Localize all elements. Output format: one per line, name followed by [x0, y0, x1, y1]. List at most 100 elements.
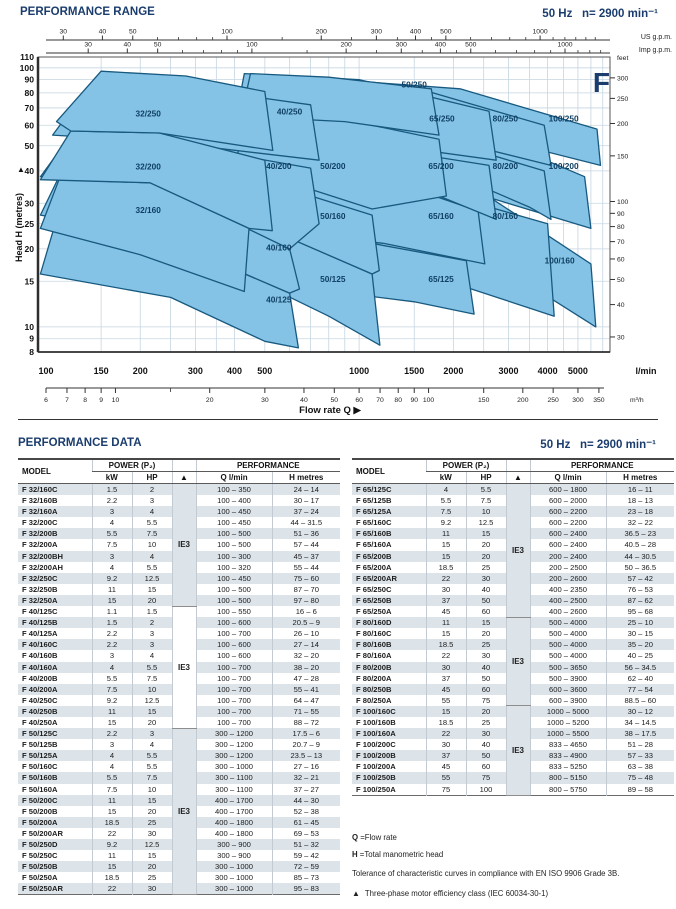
lmin-tick-label: 500 — [257, 366, 272, 376]
h-range-cell: 51 – 28 — [605, 739, 675, 751]
hp-cell: 15 — [465, 617, 507, 629]
h-range-cell: 30 – 12 — [605, 705, 675, 717]
h-range-cell: 20.5 – 9 — [271, 617, 341, 629]
q-range-cell: 600 – 3600 — [529, 683, 607, 695]
table-row: F 40/125A 2.2 3 100 – 700 26 – 10 — [18, 628, 341, 640]
h-range-cell: 87 – 70 — [271, 583, 341, 595]
h-range-cell: 26 – 10 — [271, 628, 341, 640]
table-row: F 65/250B 37 50 400 – 2500 87 – 62 — [352, 594, 675, 607]
h-range-cell: 75 – 48 — [605, 772, 675, 784]
efficiency-class-cell: IE3 — [171, 727, 197, 896]
kw-cell: 5.5 — [91, 672, 132, 684]
region-label: 100/200 — [549, 161, 579, 171]
kw-cell: 18.5 — [91, 872, 132, 884]
hp-cell: 75 — [465, 772, 507, 784]
kw-cell: 2.2 — [91, 495, 132, 507]
table-row: F 80/160B 18.5 25 500 – 4000 35 – 20 — [352, 639, 675, 651]
table-row: F 50/250AR 22 30 300 – 1000 95 – 83 — [18, 883, 341, 895]
hp-cell: 60 — [465, 761, 507, 773]
region-label: 65/200 — [428, 161, 454, 171]
model-cell: F 32/160C — [18, 483, 92, 496]
model-cell: F 80/160C — [356, 629, 392, 639]
q-range-cell: 100 – 500 — [195, 594, 273, 607]
us-gpm-tick-label: 400 — [410, 29, 422, 36]
kw-cell: 3 — [91, 739, 132, 751]
kw-cell: 2.2 — [91, 628, 132, 640]
pump-region-32-250 — [55, 70, 274, 152]
head-m-tick-label: 70 — [24, 103, 34, 113]
q-range-cell: 400 – 1700 — [195, 794, 273, 806]
hp-cell: 3 — [131, 728, 173, 740]
model-cell: F 80/250A — [356, 695, 392, 705]
imp-gpm-tick-label: 40 — [124, 42, 132, 49]
kw-cell: 18.5 — [425, 561, 466, 573]
kw-cell: 4 — [91, 561, 132, 573]
hp-cell: 2 — [131, 483, 173, 496]
kw-cell: 4 — [425, 483, 466, 496]
m3h-tick-label: 20 — [206, 397, 214, 404]
model-cell: F 50/250D — [18, 839, 92, 851]
model-cell: F 32/250A — [18, 594, 92, 607]
q-range-cell: 100 – 700 — [195, 716, 273, 729]
col-header-performance: PERFORMANCE — [195, 459, 341, 472]
feet-tick-label: 70 — [617, 239, 625, 246]
table-row: F 100/160C 15 20 IE3 1000 – 5000 30 – 12 — [352, 705, 675, 796]
col-header-h: H metres — [605, 471, 675, 484]
q-range-cell: 100 – 700 — [195, 672, 273, 684]
table-row: F 65/250C 30 40 400 – 2350 76 – 53 — [352, 583, 675, 595]
region-label: 100/160 — [545, 255, 575, 265]
h-range-cell: 36.5 – 23 — [605, 528, 675, 540]
q-range-cell: 800 – 5750 — [529, 783, 607, 796]
model-cell: F 50/200B — [22, 806, 58, 816]
table-row: F 40/250C 9.2 12.5 100 – 700 64 – 47 — [18, 694, 341, 706]
table-row: F 80/200A 37 50 500 – 3900 62 – 40 — [352, 672, 675, 684]
model-cell: F 40/250B — [18, 705, 92, 717]
m3h-tick-label: 250 — [547, 397, 559, 404]
table-row: F 100/200C 30 40 833 – 4650 51 – 28 — [352, 739, 675, 751]
h-range-cell: 75 – 60 — [271, 572, 341, 584]
kw-cell: 45 — [425, 683, 466, 695]
m3h-tick-label: 10 — [112, 397, 120, 404]
m3h-tick-label: 200 — [517, 397, 529, 404]
hp-cell: 10 — [131, 683, 173, 695]
model-cell: F 50/160C — [22, 762, 58, 772]
series-letter: F — [593, 67, 610, 98]
q-range-cell: 300 – 1200 — [195, 728, 273, 740]
col-header-kw: kW — [92, 471, 132, 484]
kw-cell: 11 — [91, 705, 132, 717]
q-range-cell: 100 – 600 — [195, 639, 273, 651]
region-label: 40/125 — [266, 295, 292, 305]
model-cell: F 80/250B — [352, 683, 426, 695]
col-header-q: Q l/min — [529, 471, 607, 484]
triangle-icon: ▲ — [352, 889, 360, 898]
table-row: F 40/200A 7.5 10 100 – 700 55 – 41 — [18, 683, 341, 695]
table-row: F 32/160B 2.2 3 100 – 400 30 – 17 — [18, 495, 341, 507]
model-cell: F 40/200A — [18, 683, 92, 695]
note-head: H =Total manometric head — [352, 850, 444, 859]
table-row: F 50/250A 18.5 25 300 – 1000 85 – 73 — [18, 872, 341, 884]
m3h-unit: m³/h — [630, 397, 644, 404]
model-cell: F 50/250A — [22, 873, 58, 883]
col-header-hp: HP — [465, 471, 507, 484]
col-header-power: POWER (P₂) — [425, 459, 507, 472]
table-row: F 40/125B 1.5 2 100 – 600 20.5 – 9 — [18, 617, 341, 629]
hp-cell: 5.5 — [465, 483, 507, 496]
hp-cell: 20 — [131, 594, 173, 607]
q-range-cell: 1000 – 5500 — [529, 728, 607, 740]
model-cell: F 40/160B — [22, 651, 58, 661]
model-cell: F 50/200C — [18, 794, 92, 806]
model-cell: F 65/125A — [352, 506, 426, 518]
q-range-cell: 100 – 400 — [195, 495, 273, 507]
hp-cell: 7.5 — [131, 672, 173, 684]
kw-cell: 30 — [425, 661, 466, 673]
table-row: F 40/125C 1.1 1.5 IE3 100 – 550 16 – 6 — [18, 605, 341, 729]
col-header-model: MODEL — [18, 459, 92, 484]
model-cell: F 80/160B — [352, 639, 426, 651]
region-label: 65/160 — [428, 211, 454, 221]
chart-title-row: PERFORMANCE RANGE 50 Hz n= 2900 min⁻¹ — [0, 6, 676, 20]
table-row: F 50/160B 5.5 7.5 300 – 1100 32 – 21 — [18, 772, 341, 784]
hp-cell: 40 — [465, 739, 507, 751]
model-cell: F 50/125B — [22, 740, 58, 750]
feet-tick-label: 300 — [617, 75, 629, 82]
model-cell: F 40/160A — [18, 661, 92, 673]
